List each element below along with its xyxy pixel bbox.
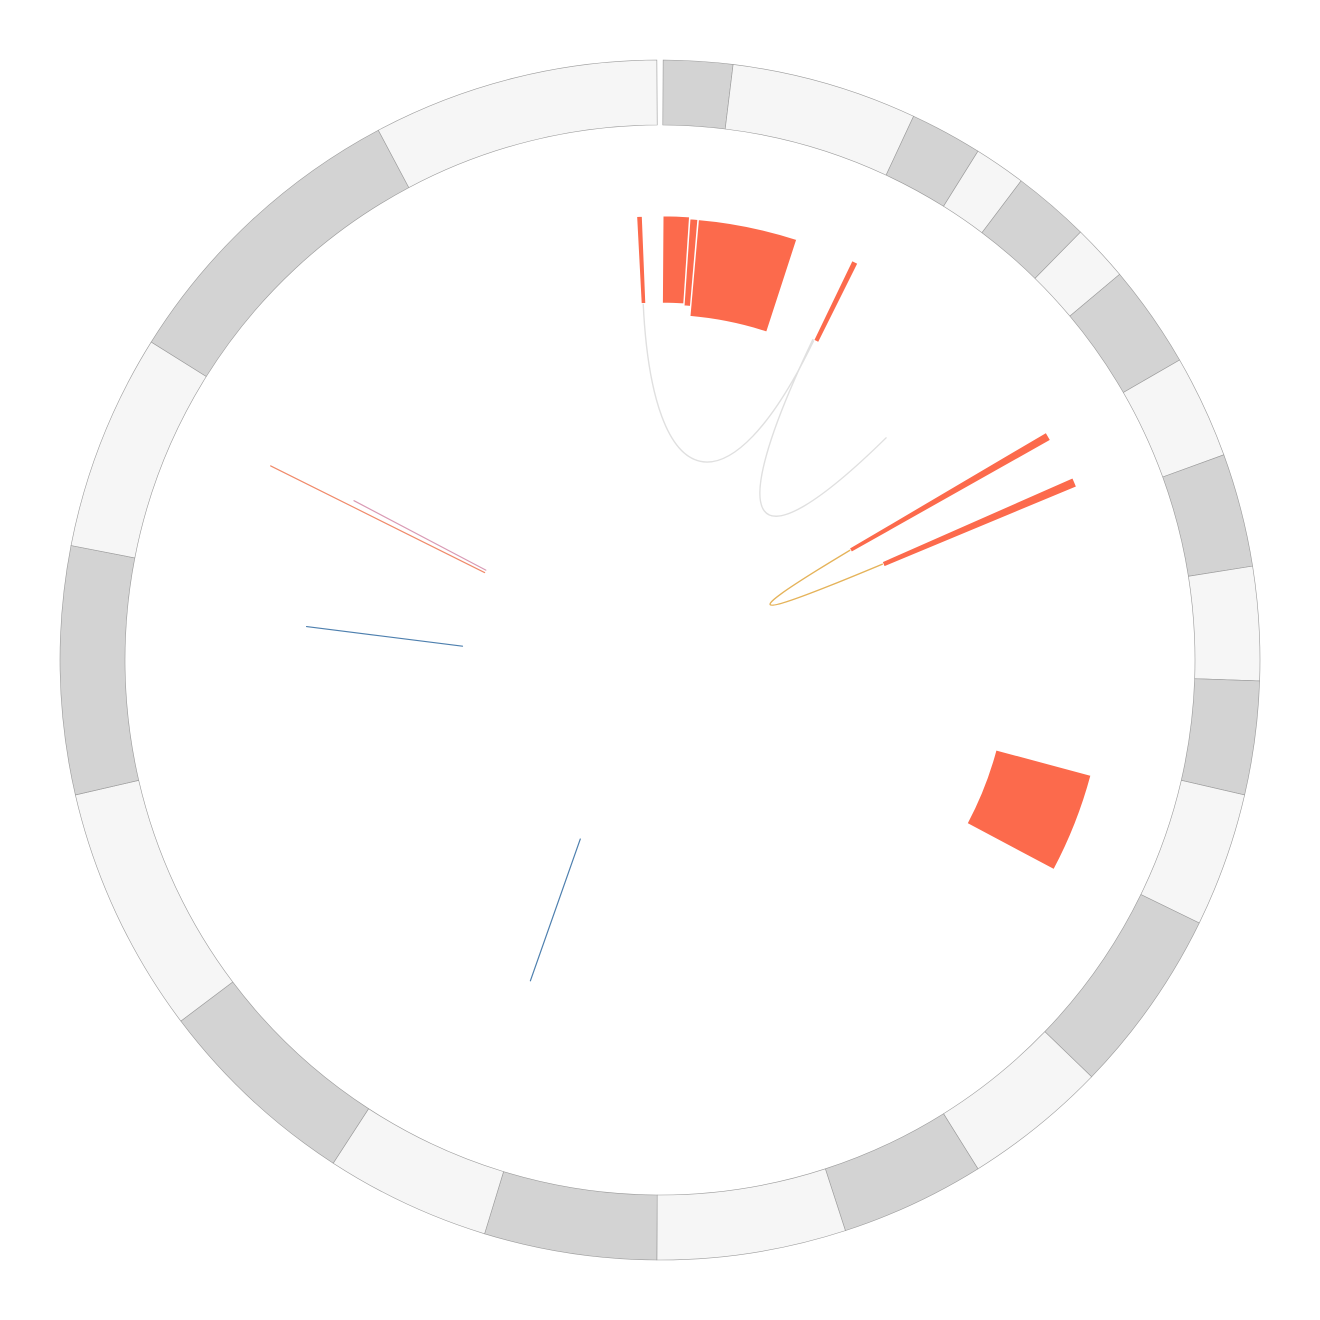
ring-segment-22 [70, 341, 207, 559]
link-3 [769, 478, 999, 606]
link-6 [305, 625, 464, 647]
ring-segment-17 [484, 1171, 658, 1261]
highlight-block-layer [636, 215, 1092, 870]
chromosome-ring [59, 59, 1261, 1261]
ring-segment-16 [656, 1168, 846, 1261]
link-layer [270, 302, 999, 982]
link-7 [529, 838, 581, 982]
highlight-block-1 [636, 215, 647, 304]
ring-segment-10 [1188, 565, 1261, 682]
ring-segment-18 [332, 1108, 504, 1235]
ring-segment-20 [75, 779, 234, 1022]
link-5 [353, 500, 487, 571]
highlight-block-7 [881, 477, 1077, 568]
highlight-block-6 [849, 432, 1051, 553]
ring-segment-21 [59, 545, 140, 796]
highlight-block-2 [662, 215, 690, 305]
highlight-block-4 [689, 219, 798, 333]
ring-segment-11 [1180, 678, 1260, 796]
ring-segment-24 [377, 59, 658, 189]
highlight-block-8 [966, 749, 1092, 870]
ring-segment-13 [1044, 894, 1200, 1078]
highlight-block-5 [813, 260, 859, 343]
ring-segment-2 [724, 64, 914, 176]
ring-segment-23 [150, 129, 410, 377]
highlight-block-3 [683, 218, 699, 307]
ring-segment-9 [1162, 454, 1253, 577]
ring-segment-12 [1140, 779, 1245, 924]
link-4 [270, 465, 486, 574]
ring-segment-1 [662, 59, 734, 130]
link-1 [642, 302, 815, 463]
ring-segment-19 [180, 981, 370, 1164]
link-2 [759, 338, 887, 517]
